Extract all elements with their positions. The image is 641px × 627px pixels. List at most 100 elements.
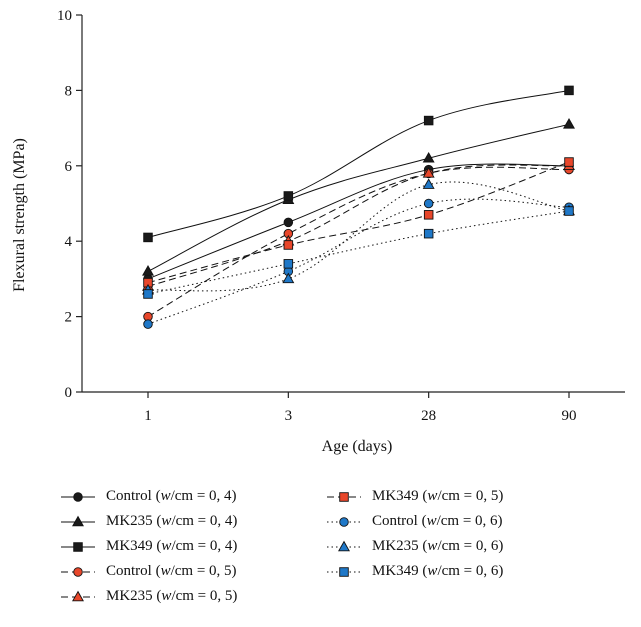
legend-label-rest: /cm = 0, 4): [171, 538, 238, 554]
x-axis-label: Age (days): [322, 438, 393, 455]
series-markers: [142, 85, 575, 329]
x-tick-label: 28: [421, 408, 436, 424]
legend-label-main: MK349 (: [372, 488, 428, 504]
legend-label-italic: w: [427, 488, 438, 504]
legend-swatch-marker: [339, 566, 349, 577]
legend-label-rest: /cm = 0, 5): [170, 563, 237, 579]
series-9-point-1: [143, 289, 153, 299]
series-8-point-2: [282, 272, 295, 284]
legend-label-main: MK349 (: [372, 563, 428, 579]
legend-swatch: [327, 516, 361, 527]
legend-swatch-marker: [73, 566, 83, 577]
legend-swatch-marker: [72, 515, 84, 526]
series-line-4: [147, 166, 570, 318]
legend-label-rest: /cm = 0, 6): [436, 513, 503, 529]
legend-label-rest: /cm = 0, 4): [170, 488, 237, 504]
legend-label-italic: w: [427, 563, 438, 579]
legend-item: MK349 (w/cm = 0, 4): [60, 534, 237, 559]
x-tick-label: 1: [144, 408, 152, 424]
legend-swatch-marker: [73, 541, 83, 552]
series-line-2: [147, 123, 570, 272]
legend-label: MK349 (w/cm = 0, 6): [372, 559, 503, 584]
series-9-point-3: [423, 228, 434, 239]
legend-label-italic: w: [161, 588, 172, 604]
legend-label-italic: w: [427, 538, 438, 554]
legend-swatch-marker: [339, 516, 349, 527]
flexural-strength-chart: 0 2 4 6 8 10 1 3 28 90 Flexural strength (MPa) A…: [11, 8, 625, 455]
legend-swatch: [327, 540, 361, 551]
legend-label-main: Control (: [106, 563, 161, 579]
legend-item: MK349 (w/cm = 0, 6): [326, 559, 503, 584]
legend-item: MK349 (w/cm = 0, 5): [326, 484, 503, 509]
legend-label: Control (w/cm = 0, 6): [372, 509, 503, 534]
y-tick-label: 0: [65, 385, 73, 401]
legend-label-main: MK349 (: [106, 538, 162, 554]
series-2-point-4: [563, 118, 575, 129]
legend-swatch: [61, 491, 95, 502]
legend-label-italic: w: [160, 563, 171, 579]
legend-col-1: Control (w/cm = 0, 4) MK235 (w/cm = 0, 4)…: [60, 484, 237, 609]
legend-swatch: [61, 515, 95, 526]
y-tick-label: 2: [65, 310, 73, 326]
y-tick-label: 6: [65, 159, 73, 175]
legend-swatch-marker: [73, 491, 83, 502]
series-line-5: [147, 164, 570, 287]
legend-label-rest: /cm = 0, 6): [437, 538, 504, 554]
legend-label-main: Control (: [106, 488, 161, 504]
y-axis-label: Flexural strength (MPa): [11, 138, 28, 292]
x-tick-label: 3: [285, 408, 293, 424]
legend-label-italic: w: [161, 538, 172, 554]
legend-item: Control (w/cm = 0, 5): [60, 559, 237, 584]
legend-swatch: [327, 566, 361, 577]
legend-label-main: MK235 (: [106, 588, 162, 604]
y-ticks: 0 2 4 6 8 10: [57, 8, 82, 401]
legend-label-italic: w: [426, 513, 437, 529]
series-line-6: [147, 161, 570, 284]
legend-item: MK235 (w/cm = 0, 4): [60, 509, 237, 534]
legend-label: MK349 (w/cm = 0, 4): [106, 534, 237, 559]
series-line-8: [147, 181, 570, 292]
series-5-point-3: [422, 167, 435, 178]
series-3-point-1: [143, 232, 153, 243]
legend-item: MK235 (w/cm = 0, 5): [60, 584, 237, 609]
series-1-point-2: [283, 217, 294, 228]
x-ticks: 1 3 28 90: [144, 392, 577, 424]
legend-label-rest: /cm = 0, 5): [171, 588, 238, 604]
series-7-point-3: [423, 198, 434, 209]
legend-label: Control (w/cm = 0, 5): [106, 559, 237, 584]
series-6-point-3: [423, 210, 434, 220]
legend-swatch-marker: [72, 590, 84, 601]
legend-swatch: [61, 590, 95, 601]
series-7-point-1: [143, 319, 153, 329]
series-2-point-1: [142, 265, 154, 276]
y-tick-label: 10: [57, 8, 72, 24]
legend-label: MK235 (w/cm = 0, 5): [106, 584, 237, 609]
legend-label-main: MK235 (: [372, 538, 428, 554]
series-9-point-2: [283, 259, 294, 269]
legend-swatch: [61, 566, 95, 577]
legend-label-rest: /cm = 0, 4): [171, 513, 238, 529]
legend-swatch: [61, 541, 95, 552]
series-3-point-2: [283, 191, 294, 201]
y-tick-label: 4: [65, 234, 73, 250]
legend-label-italic: w: [160, 488, 171, 504]
y-tick-label: 8: [65, 83, 73, 99]
legend-label-italic: w: [161, 513, 172, 529]
legend-item: Control (w/cm = 0, 4): [60, 484, 237, 509]
legend-label: MK235 (w/cm = 0, 4): [106, 509, 237, 534]
series-3-point-3: [423, 115, 434, 126]
series-lines: [147, 89, 570, 325]
legend-label-main: Control (: [372, 513, 427, 529]
series-3-point-4: [564, 85, 574, 96]
legend-label: MK349 (w/cm = 0, 5): [372, 484, 503, 509]
legend-label: Control (w/cm = 0, 4): [106, 484, 237, 509]
series-6-point-2: [283, 240, 294, 250]
legend-label-rest: /cm = 0, 6): [437, 563, 504, 579]
axes: [81, 15, 625, 393]
series-line-7: [147, 198, 570, 325]
legend-label: MK235 (w/cm = 0, 6): [372, 534, 503, 559]
series-2-point-3: [422, 151, 435, 163]
series-line-9: [147, 210, 570, 295]
legend-swatch-marker: [338, 540, 350, 551]
x-tick-label: 90: [562, 408, 577, 424]
